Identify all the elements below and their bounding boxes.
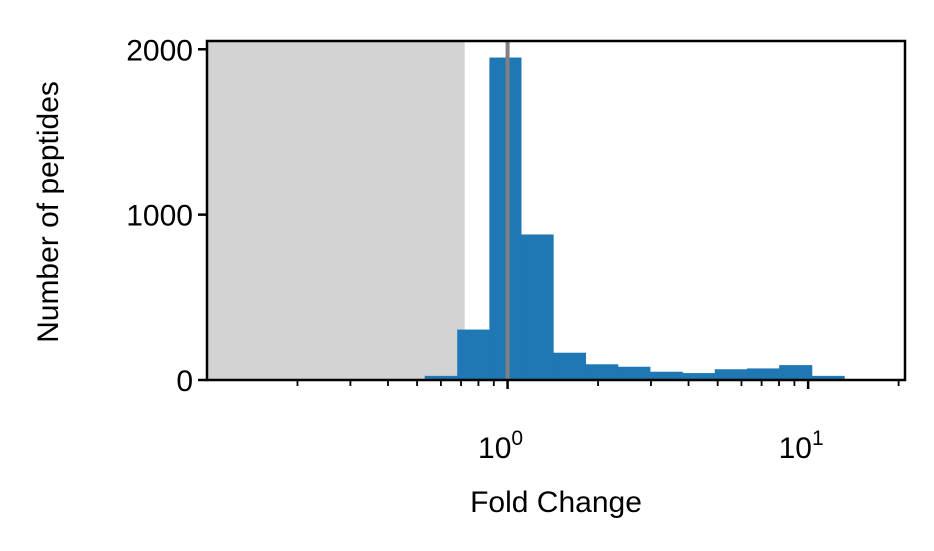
histogram-bar: [457, 329, 490, 380]
histogram-bar: [779, 365, 813, 380]
histogram-bar: [714, 369, 748, 380]
x-tick-label: 100: [478, 427, 523, 465]
x-axis-label: Fold Change: [470, 486, 642, 519]
axes: 0 1000 2000 100 101: [126, 34, 907, 465]
plot-area: [207, 41, 877, 380]
histogram-bar: [682, 373, 716, 380]
plot-frame: [205, 39, 907, 382]
histogram-bar: [424, 375, 458, 380]
histogram-bar: [521, 234, 554, 380]
histogram-bar: [617, 366, 651, 380]
histogram-bar: [489, 57, 522, 380]
histogram-bar: [585, 364, 619, 380]
y-tick-label: 1000: [126, 200, 193, 233]
histogram-bar: [553, 352, 587, 380]
y-tick-label: 0: [176, 365, 193, 398]
histogram-bar: [747, 368, 780, 380]
y-tick-label: 2000: [126, 34, 193, 67]
histogram-bar: [812, 375, 845, 380]
y-axis-label: Number of peptides: [32, 81, 65, 343]
x-tick-label: 101: [779, 427, 824, 465]
histogram-bar: [650, 371, 683, 380]
shaded-region: [207, 41, 465, 380]
